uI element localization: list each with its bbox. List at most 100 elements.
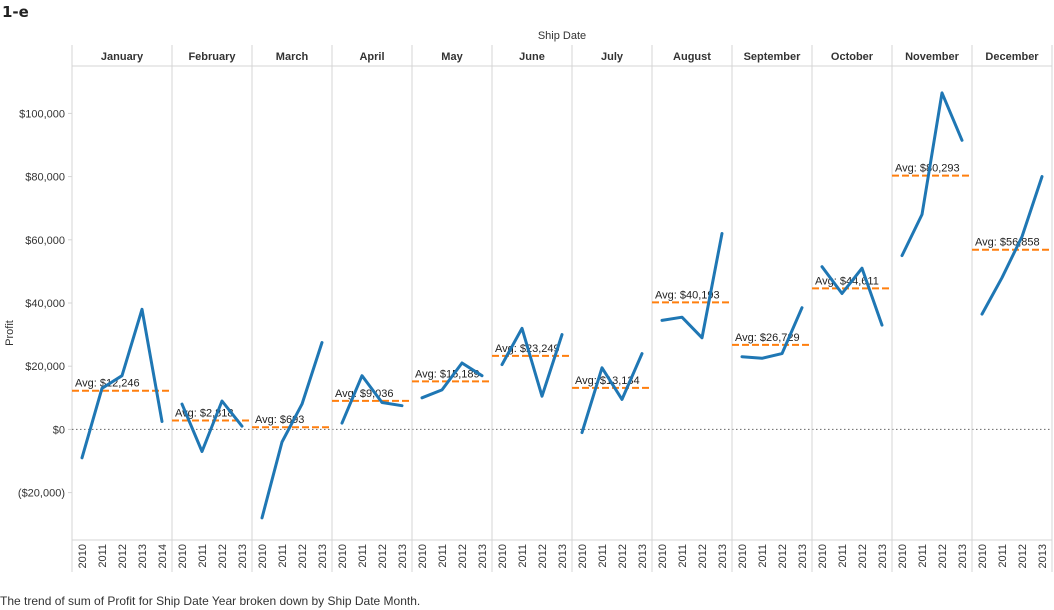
y-axis: Profit $100,000 $80,000 $60,000 $40,000 $20,0… [4, 108, 72, 500]
year-tick-label: 2013 [877, 544, 889, 568]
average-label: Avg: $80,293 [895, 163, 960, 175]
average-label: Avg: $13,134 [575, 375, 640, 387]
month-header: January [101, 51, 144, 63]
year-tick-label: 2012 [937, 544, 949, 568]
y-axis-label: Profit [4, 320, 16, 346]
y-tick-label: $60,000 [25, 235, 65, 247]
profit-series-line [660, 232, 724, 340]
y-tick-label: $20,000 [25, 361, 65, 373]
y-tick-label: ($20,000) [18, 488, 65, 500]
profit-series-line [900, 91, 964, 258]
profit-series-line [260, 341, 324, 520]
year-tick-label: 2013 [637, 544, 649, 568]
year-tick-label: 2010 [77, 544, 89, 568]
year-tick-label: 2011 [837, 544, 849, 568]
month-header: August [673, 51, 711, 63]
year-tick-label: 2014 [157, 544, 169, 568]
year-tick-label: 2011 [357, 544, 369, 568]
year-tick-label: 2012 [617, 544, 629, 568]
year-tick-label: 2012 [777, 544, 789, 568]
month-panel-november: November 2010 2011 2012 2013 Avg: $80,293 [892, 45, 973, 572]
year-tick-label: 2013 [397, 544, 409, 568]
year-tick-label: 2013 [957, 544, 969, 568]
month-header: April [359, 51, 384, 63]
month-panel-august: August 2010 2011 2012 2013 Avg: $40,193 [652, 45, 733, 572]
average-label: Avg: $15,189 [415, 368, 480, 380]
year-tick-label: 2011 [97, 544, 109, 568]
year-tick-label: 2012 [297, 544, 309, 568]
y-tick-label: $40,000 [25, 298, 65, 310]
profit-series-line [740, 306, 804, 360]
year-tick-label: 2010 [257, 544, 269, 568]
chart-frame: Ship Date [71, 30, 1052, 572]
year-tick-label: 2010 [417, 544, 429, 568]
year-tick-label: 2010 [177, 544, 189, 568]
year-tick-label: 2011 [677, 544, 689, 568]
year-tick-label: 2012 [537, 544, 549, 568]
year-tick-label: 2012 [377, 544, 389, 568]
column-header: Ship Date [538, 30, 586, 42]
year-tick-label: 2012 [457, 544, 469, 568]
average-label: Avg: $9,036 [335, 388, 394, 400]
year-tick-label: 2012 [1017, 544, 1029, 568]
profit-series-line [180, 399, 244, 453]
year-tick-label: 2012 [117, 544, 129, 568]
profit-series-line [580, 352, 644, 435]
year-tick-label: 2013 [477, 544, 489, 568]
month-panel-may: May 2010 2011 2012 2013 Avg: $15,189 [412, 45, 493, 572]
month-panel-september: September 2010 2011 2012 2013 Avg: $26,729 [732, 45, 813, 572]
year-tick-label: 2010 [817, 544, 829, 568]
year-tick-label: 2011 [997, 544, 1009, 568]
month-header: September [744, 51, 802, 63]
month-header: May [441, 51, 463, 63]
year-tick-label: 2012 [857, 544, 869, 568]
year-tick-label: 2012 [217, 544, 229, 568]
average-label: Avg: $26,729 [735, 332, 800, 344]
y-tick-label: $100,000 [19, 108, 65, 120]
month-panel-april: April 2010 2011 2012 2013 Avg: $9,036 [332, 45, 413, 572]
year-tick-label: 2011 [917, 544, 929, 568]
month-header: July [601, 51, 624, 63]
year-tick-label: 2010 [737, 544, 749, 568]
month-header: March [276, 51, 309, 63]
month-header: February [188, 51, 236, 63]
month-header: October [831, 51, 874, 63]
year-tick-label: 2011 [597, 544, 609, 568]
year-tick-label: 2013 [797, 544, 809, 568]
profit-series-line [420, 361, 484, 400]
year-tick-label: 2010 [977, 544, 989, 568]
month-header: December [985, 51, 1039, 63]
year-tick-label: 2010 [577, 544, 589, 568]
month-header: June [519, 51, 545, 63]
average-label: Avg: $56,858 [975, 237, 1040, 249]
year-tick-label: 2010 [497, 544, 509, 568]
sheet-title: 1-e [2, 3, 29, 21]
y-tick-label: $0 [53, 424, 65, 436]
profit-series-line [340, 374, 404, 425]
month-header: November [905, 51, 960, 63]
year-tick-label: 2010 [897, 544, 909, 568]
chart-caption: The trend of sum of Profit for Ship Date… [0, 594, 421, 608]
month-panel-december: December 2010 2011 2012 2013 Avg: $56,858 [972, 45, 1053, 572]
profit-series-line [820, 265, 884, 327]
month-panel-july: July 2010 2011 2012 2013 Avg: $13,134 [572, 45, 653, 572]
year-tick-label: 2013 [1037, 544, 1049, 568]
year-tick-label: 2013 [557, 544, 569, 568]
year-tick-label: 2013 [317, 544, 329, 568]
y-tick-label: $80,000 [25, 172, 65, 184]
year-tick-label: 2010 [657, 544, 669, 568]
profit-series-line [80, 307, 164, 460]
year-tick-label: 2013 [717, 544, 729, 568]
year-tick-label: 2011 [197, 544, 209, 568]
average-label: Avg: $40,193 [655, 289, 720, 301]
profit-series-line [980, 175, 1044, 316]
year-tick-label: 2011 [517, 544, 529, 568]
year-tick-label: 2011 [437, 544, 449, 568]
year-tick-label: 2010 [337, 544, 349, 568]
year-tick-label: 2011 [757, 544, 769, 568]
